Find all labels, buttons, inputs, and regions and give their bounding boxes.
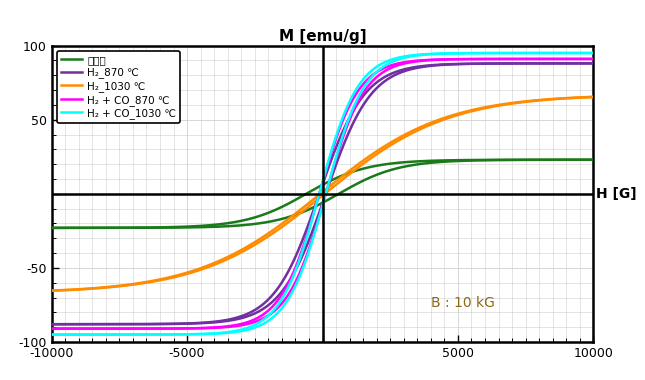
산화철 — [279, 204, 287, 209]
H₂ + CO_870 ℃ — [110, 326, 117, 331]
H₂_870 ℃ — [48, 322, 55, 326]
H₂_870 ℃ — [590, 61, 597, 66]
산화철 — [142, 225, 150, 230]
Line: 산화철: 산화철 — [52, 160, 593, 228]
H₂_1030 ℃ — [579, 95, 586, 100]
Legend: 산화철, H₂_870 ℃, H₂_1030 ℃, H₂ + CO_870 ℃, H₂ + CO_1030 ℃: 산화철, H₂_870 ℃, H₂_1030 ℃, H₂ + CO_870 ℃,… — [57, 51, 180, 123]
H₂_870 ℃ — [279, 279, 287, 283]
H₂_870 ℃ — [579, 61, 586, 66]
H₂_870 ℃ — [255, 305, 263, 309]
H₂ + CO_870 ℃ — [255, 315, 263, 319]
H₂ + CO_1030 ℃ — [521, 51, 528, 55]
H₂ + CO_1030 ℃ — [48, 332, 55, 337]
H₂ + CO_870 ℃ — [142, 326, 150, 331]
H₂ + CO_870 ℃ — [279, 291, 287, 295]
산화철 — [255, 214, 263, 218]
H₂ + CO_870 ℃ — [590, 57, 597, 61]
H₂_1030 ℃ — [590, 95, 597, 99]
Line: H₂ + CO_1030 ℃: H₂ + CO_1030 ℃ — [52, 53, 593, 334]
H₂ + CO_870 ℃ — [521, 57, 528, 61]
Text: B : 10 kG: B : 10 kG — [431, 296, 495, 310]
Line: H₂ + CO_870 ℃: H₂ + CO_870 ℃ — [52, 59, 593, 329]
H₂_1030 ℃ — [279, 221, 287, 225]
Line: H₂_870 ℃: H₂_870 ℃ — [52, 63, 593, 324]
산화철 — [579, 157, 586, 162]
H₂ + CO_1030 ℃ — [279, 295, 287, 300]
H₂_870 ℃ — [142, 322, 150, 326]
H₂_1030 ℃ — [110, 284, 117, 289]
Line: H₂_1030 ℃: H₂_1030 ℃ — [52, 97, 593, 291]
산화철 — [48, 226, 55, 230]
산화철 — [590, 157, 597, 162]
H₂ + CO_1030 ℃ — [255, 320, 263, 325]
H₂ + CO_1030 ℃ — [142, 332, 150, 337]
H₂ + CO_870 ℃ — [48, 326, 55, 331]
산화철 — [110, 225, 117, 230]
H₂ + CO_1030 ℃ — [110, 332, 117, 337]
H₂_870 ℃ — [110, 322, 117, 326]
H₂ + CO_1030 ℃ — [590, 51, 597, 55]
H₂_1030 ℃ — [521, 99, 528, 104]
H₂ + CO_1030 ℃ — [579, 51, 586, 55]
H₂_870 ℃ — [521, 61, 528, 66]
Title: M [emu/g]: M [emu/g] — [279, 29, 366, 44]
H₂_1030 ℃ — [142, 280, 150, 284]
H₂_1030 ℃ — [255, 237, 263, 242]
H₂ + CO_870 ℃ — [579, 57, 586, 61]
Text: H [G]: H [G] — [596, 187, 637, 201]
H₂_1030 ℃ — [48, 288, 55, 293]
산화철 — [521, 157, 528, 162]
